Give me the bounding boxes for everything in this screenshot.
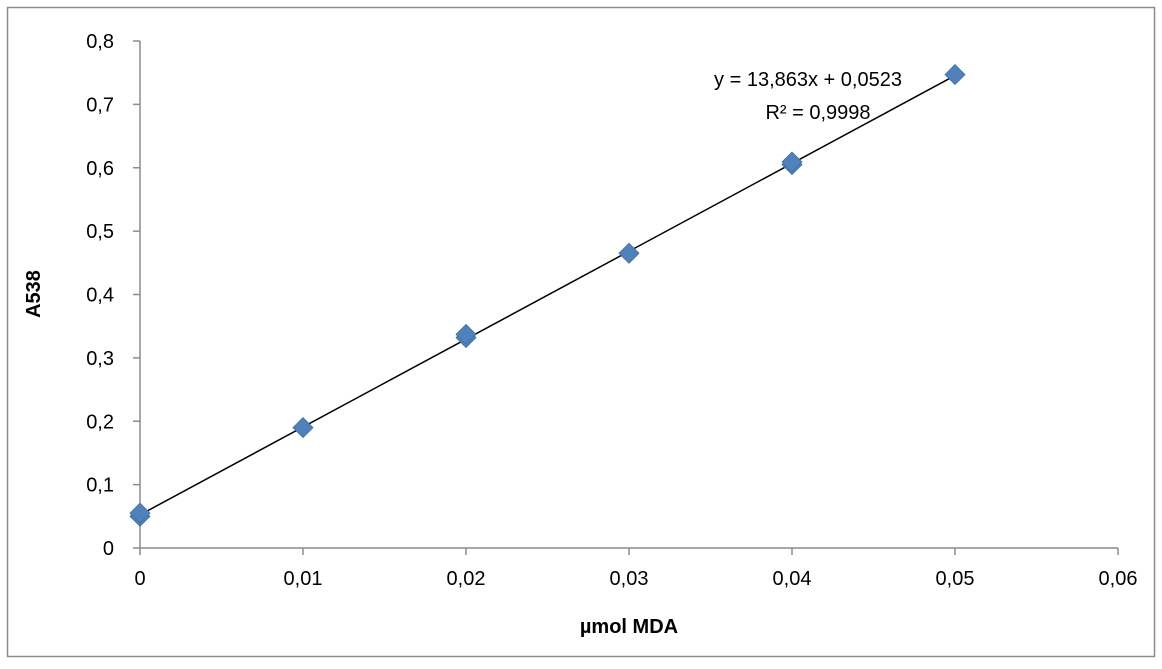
y-axis-title: A538 xyxy=(23,270,45,318)
y-tick-label: 0,5 xyxy=(86,221,114,243)
data-point xyxy=(944,64,966,86)
data-point xyxy=(455,323,477,345)
trendline-layer xyxy=(139,74,956,516)
r-squared-label: R² = 0,9998 xyxy=(765,102,870,124)
y-tick-label: 0,4 xyxy=(86,285,114,307)
axes: 0 0,1 0,2 0,3 0,4 0,5 0,6 0,7 0,8 0 0,01 0,02 0,03 0,… xyxy=(86,31,1137,590)
trendline-equation: y = 13,863x + 0,0523 xyxy=(714,69,902,91)
y-tick-label: 0,7 xyxy=(86,94,114,116)
chart-border xyxy=(6,6,1156,658)
y-tick-label: 0,6 xyxy=(86,158,114,180)
data-point xyxy=(618,242,640,264)
y-tick-label: 0,8 xyxy=(86,31,114,53)
y-tick-label: 0,3 xyxy=(86,348,114,370)
trendline xyxy=(139,74,956,516)
x-tick-label: 0,05 xyxy=(936,568,975,590)
y-tick-label: 0,1 xyxy=(86,475,114,497)
data-point xyxy=(292,417,314,439)
y-tick-label: 0 xyxy=(103,538,114,560)
y-tick-label: 0,2 xyxy=(86,411,114,433)
x-tick-label: 0,02 xyxy=(447,568,486,590)
x-tick-label: 0,03 xyxy=(610,568,649,590)
x-tick-label: 0,04 xyxy=(773,568,812,590)
data-point xyxy=(129,502,151,524)
x-axis-title: µmol MDA xyxy=(580,616,678,638)
x-tick-label: 0,06 xyxy=(1099,568,1138,590)
x-tick-label: 0 xyxy=(134,568,145,590)
data-points xyxy=(129,64,966,527)
data-point xyxy=(781,151,803,173)
x-tick-label: 0,01 xyxy=(284,568,323,590)
